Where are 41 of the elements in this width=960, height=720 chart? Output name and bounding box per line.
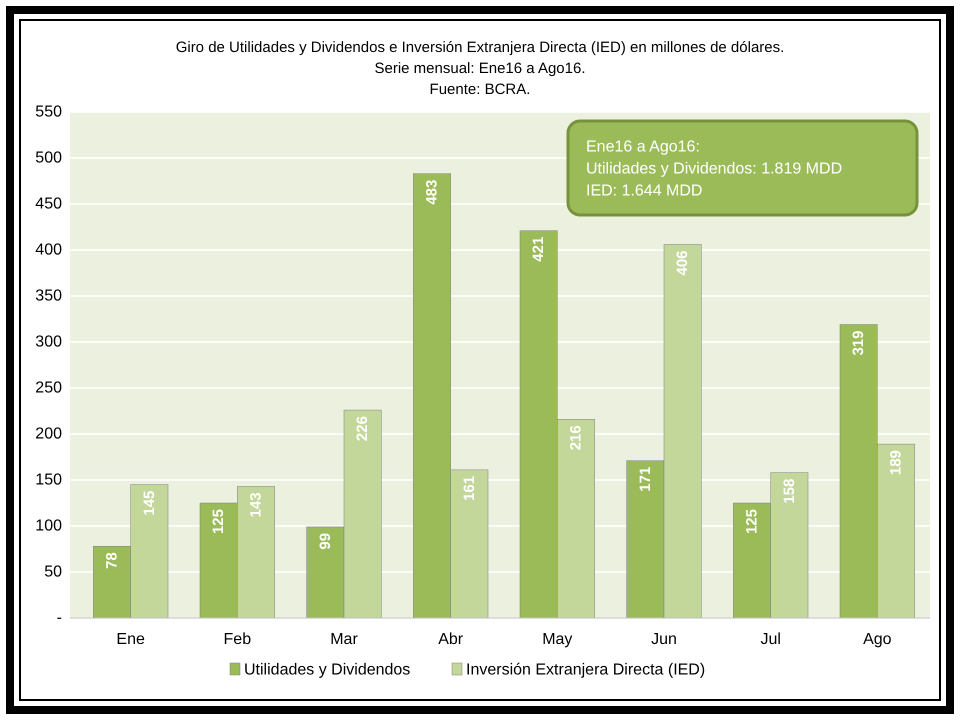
y-tick-label: 150 (35, 472, 62, 488)
data-label: 158 (780, 478, 798, 504)
x-tick-label: Abr (438, 631, 464, 648)
x-tick-label: May (542, 631, 572, 648)
data-label: 125 (744, 509, 760, 534)
y-tick-label: - (56, 610, 62, 626)
data-label: 483 (424, 180, 440, 205)
y-tick-label: 450 (35, 196, 62, 212)
legend-label: Inversión Extranjera Directa (IED) (466, 662, 706, 678)
y-tick-label: 250 (35, 380, 62, 396)
data-label: 319 (850, 330, 868, 356)
data-label: 161 (460, 476, 478, 501)
y-tick-label: 300 (35, 334, 62, 350)
data-label: 171 (636, 466, 654, 492)
x-tick-label: Mar (330, 631, 358, 648)
y-tick-label: 200 (35, 426, 62, 442)
y-tick-label: 50 (44, 564, 62, 580)
x-tick-label: Feb (224, 631, 252, 648)
y-tick-label: 100 (35, 518, 62, 534)
data-label: 421 (530, 236, 548, 262)
data-label: 216 (568, 425, 584, 450)
y-tick-label: 400 (35, 242, 62, 258)
data-label: 99 (316, 532, 334, 550)
data-label: 406 (674, 250, 692, 276)
chart-title: Giro de Utilidades y Dividendos e Inversión Extranjera Directa (IED) en millones de dólares. (176, 39, 784, 56)
data-label: 143 (248, 492, 264, 518)
x-tick-label: Ene (116, 631, 146, 648)
data-label: 226 (354, 416, 372, 442)
y-tick-label: 500 (35, 150, 62, 166)
data-label: 125 (210, 509, 228, 534)
x-tick-label: Jun (651, 631, 677, 648)
x-tick-label: Ago (863, 631, 892, 648)
data-label: 189 (888, 450, 904, 476)
y-tick-label: 350 (35, 288, 62, 304)
data-label: 78 (104, 552, 120, 569)
legend-label: Utilidades y Dividendos (244, 662, 410, 678)
chart-subtitle: Serie mensual: Ene16 a Ago16. Fuente: BCRA. (374, 60, 586, 98)
y-tick-label: 550 (35, 104, 62, 120)
annotation: Ene16 a Ago16: Utilidades y Dividendos: 1.819 MDD IED: 1.644 MDD (586, 138, 842, 200)
x-tick-label: Jul (760, 631, 781, 648)
data-label: 145 (140, 490, 158, 516)
